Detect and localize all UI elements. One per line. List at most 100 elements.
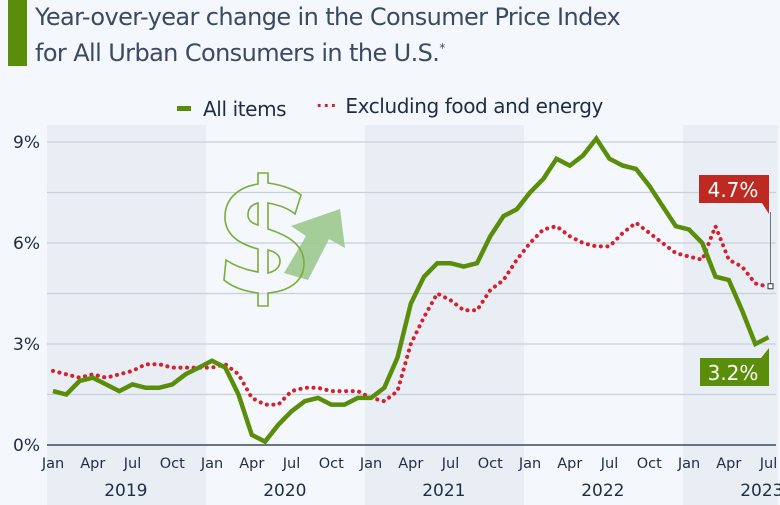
x-tick-label: Jan: [200, 456, 223, 472]
data-point-all-items: [635, 167, 638, 170]
data-point-core: [383, 400, 386, 403]
x-tick-label: Jan: [41, 456, 64, 472]
data-point-all-items: [502, 215, 505, 218]
data-point-all-items: [131, 383, 134, 386]
data-point-core: [555, 225, 558, 228]
data-point-core: [356, 390, 359, 393]
data-point-all-items: [52, 390, 55, 393]
y-tick-label: 3%: [13, 335, 40, 355]
year-label: 2021: [422, 481, 465, 501]
data-point-all-items: [118, 390, 121, 393]
chart-title-line2: for All Urban Consumers in the U.S.: [35, 39, 440, 67]
callout-badge-core: [699, 175, 769, 214]
x-tick-label: Jul: [600, 456, 619, 472]
x-tick-label: Oct: [160, 456, 185, 472]
data-point-all-items: [356, 396, 359, 399]
year-label: 2022: [581, 481, 624, 501]
data-point-all-items: [661, 204, 664, 207]
data-point-all-items: [582, 154, 585, 157]
data-point-core: [582, 242, 585, 245]
dollar-sign-icon: [223, 172, 305, 307]
data-point-core: [568, 235, 571, 238]
data-point-all-items: [515, 208, 518, 211]
x-tick-label: Apr: [80, 456, 105, 472]
data-point-core: [688, 255, 691, 258]
data-point-core: [91, 373, 94, 376]
data-point-all-items: [608, 157, 611, 160]
data-point-core: [197, 366, 200, 369]
data-point-core: [118, 373, 121, 376]
data-point-core: [502, 279, 505, 282]
year-label: 2020: [263, 481, 306, 501]
data-point-core: [250, 396, 253, 399]
legend-label: All items: [203, 96, 287, 121]
data-point-all-items: [555, 157, 558, 160]
data-point-all-items: [264, 440, 267, 443]
data-point-all-items: [383, 386, 386, 389]
chart-title: Year-over-year change in the Consumer Pr…: [35, 2, 621, 69]
x-tick-label: Oct: [637, 456, 662, 472]
data-point-all-items: [409, 302, 412, 305]
title-accent-bar: [8, 0, 27, 66]
x-tick-label: Apr: [239, 456, 264, 472]
data-point-core: [277, 403, 280, 406]
data-point-all-items: [317, 396, 320, 399]
data-point-all-items: [250, 433, 253, 436]
data-point-core: [409, 343, 412, 346]
data-point-core: [741, 265, 744, 268]
data-point-core: [648, 231, 651, 234]
data-point-all-items: [674, 225, 677, 228]
y-tick-label: 9%: [13, 133, 40, 153]
x-tick-label: Jul: [441, 456, 460, 472]
data-point-core: [211, 366, 214, 369]
data-point-core: [224, 363, 227, 366]
legend: All items ··· Excluding food and energy: [0, 92, 780, 121]
up-arrow-icon: [284, 209, 345, 280]
data-point-all-items: [648, 184, 651, 187]
chart-title-line1: Year-over-year change in the Consumer Pr…: [35, 3, 621, 31]
data-point-all-items: [290, 410, 293, 413]
data-point-core: [303, 386, 306, 389]
callout-label-core: 4.7%: [708, 178, 759, 202]
series-line-excluding-food-energy: [51, 220, 771, 407]
data-point-core: [105, 376, 108, 379]
data-point-all-items: [754, 343, 757, 346]
data-point-all-items: [144, 386, 147, 389]
data-point-all-items: [171, 383, 174, 386]
data-point-core: [52, 369, 55, 372]
legend-swatch-solid: [177, 106, 192, 111]
data-point-all-items: [343, 403, 346, 406]
dollar-arrow-decoration: [223, 172, 345, 307]
data-point-core: [317, 386, 320, 389]
year-band: [365, 125, 524, 505]
footnote-mark: *: [439, 41, 445, 55]
data-point-core: [184, 366, 187, 369]
y-tick-label: 0%: [13, 436, 40, 456]
x-tick-label: Apr: [557, 456, 582, 472]
x-tick-label: Oct: [319, 456, 344, 472]
data-point-core: [542, 228, 545, 231]
x-tick-label: Apr: [398, 456, 423, 472]
data-point-all-items: [224, 366, 227, 369]
data-point-core: [131, 369, 134, 372]
legend-swatch-dotted: ···: [316, 96, 338, 115]
data-point-all-items: [727, 279, 730, 282]
data-point-all-items: [462, 265, 465, 268]
callout-anchor-marker: [767, 283, 774, 290]
callout-badge-all-items: [700, 348, 769, 386]
data-point-all-items: [91, 376, 94, 379]
x-tick-label: Jan: [359, 456, 382, 472]
x-tick-label: Jul: [282, 456, 301, 472]
callout-label-all-items: 3.2%: [708, 361, 759, 385]
data-point-core: [330, 390, 333, 393]
x-tick-label: Oct: [478, 456, 503, 472]
x-tick-label: Jan: [677, 456, 700, 472]
series-line-all-items: [52, 134, 770, 445]
data-point-core: [476, 309, 479, 312]
data-point-core: [635, 221, 638, 224]
data-point-core: [621, 231, 624, 234]
data-point-all-items: [476, 262, 479, 265]
data-point-core: [423, 316, 426, 319]
legend-item-core: ··· Excluding food and energy: [316, 94, 603, 118]
data-point-all-items: [621, 164, 624, 167]
